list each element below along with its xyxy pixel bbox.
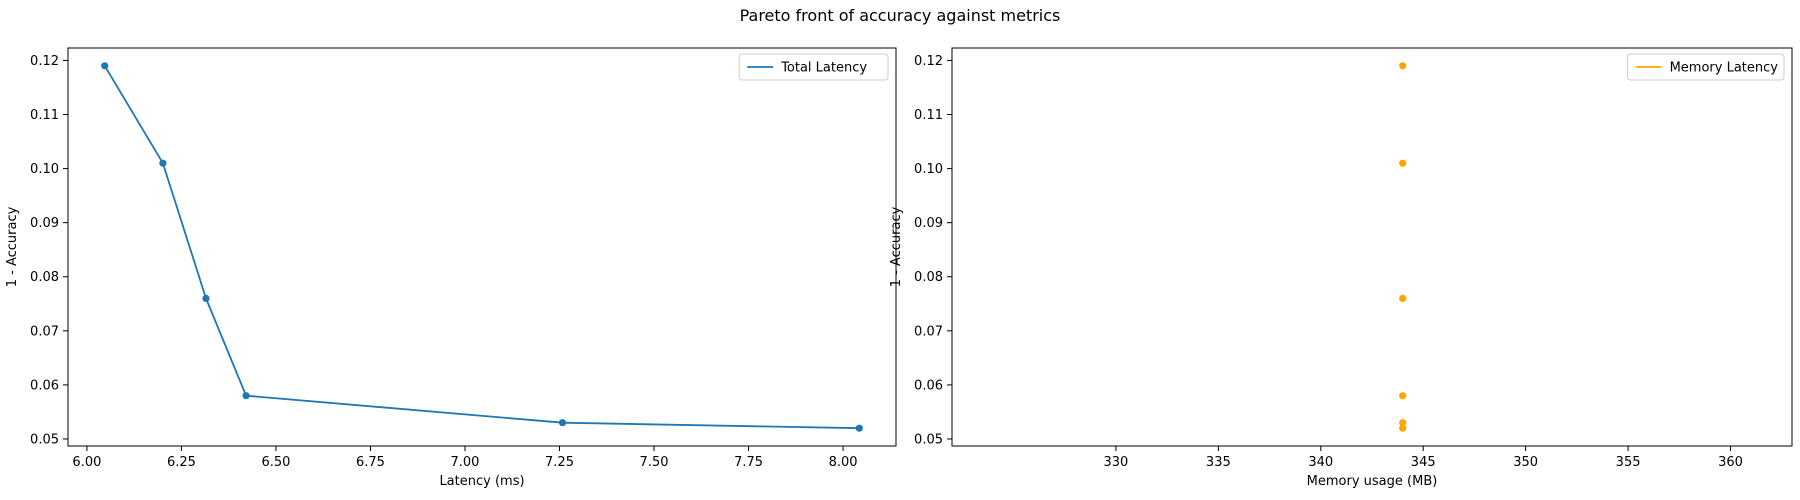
- y-tick-label: 0.07: [914, 324, 943, 339]
- y-axis-label: 1 - Accuracy: [889, 206, 904, 287]
- data-point: [159, 159, 167, 167]
- subplot-latency: 6.00 6.25 6.50 6.75 7.00 7.25 7.50 7.75 8.00 0.05…: [5, 47, 897, 489]
- data-point: [558, 419, 567, 427]
- y-tick-label: 0.05: [30, 432, 59, 447]
- legend: Total Latency: [738, 53, 889, 81]
- y-tick-label: 0.05: [914, 432, 943, 447]
- x-tick-label: 360: [1718, 455, 1743, 470]
- y-tick-label: 0.09: [914, 216, 943, 231]
- y-tick-label: 0.08: [30, 270, 59, 285]
- x-tick-label: 6.50: [261, 455, 290, 470]
- axes-frame: [67, 47, 897, 447]
- x-tick-label: 330: [1103, 455, 1128, 470]
- y-tick-label: 0.12: [30, 54, 59, 69]
- data-point: [1399, 159, 1407, 167]
- x-tick-label: 7.50: [640, 455, 669, 470]
- x-tick-label: 7.75: [734, 455, 763, 470]
- y-tick-label: 0.11: [914, 108, 943, 123]
- data-point: [1399, 62, 1407, 70]
- x-tick-label: 335: [1206, 455, 1231, 470]
- y-tick-label: 0.09: [30, 216, 59, 231]
- x-tick-label: 6.25: [167, 455, 196, 470]
- x-tick-label: 6.00: [72, 455, 101, 470]
- legend-box: [738, 53, 889, 81]
- data-point: [101, 62, 109, 70]
- data-point: [202, 294, 210, 302]
- y-tick-label: 0.12: [914, 54, 943, 69]
- x-axis-label: Memory usage (MB): [1307, 474, 1438, 489]
- data-point: [1399, 424, 1407, 432]
- y-tick-label: 0.07: [30, 324, 59, 339]
- x-tick-label: 350: [1513, 455, 1538, 470]
- x-tick-label: 355: [1616, 455, 1641, 470]
- y-tick-label: 0.10: [914, 162, 943, 177]
- y-axis-label: 1 - Accuracy: [5, 206, 20, 287]
- series-line-0: [103, 65, 860, 430]
- x-tick-label: 345: [1411, 455, 1436, 470]
- data-point: [1399, 294, 1407, 302]
- subplot-memory: 330 335 340 345 350 355 360 0.05 0.06 0.07 0.08 0.0…: [889, 47, 1793, 489]
- legend-box: [1627, 53, 1785, 81]
- legend-label: Memory Latency: [1670, 61, 1779, 76]
- x-tick-label: 340: [1308, 455, 1333, 470]
- x-tick-label: 7.25: [545, 455, 574, 470]
- data-point: [242, 392, 250, 400]
- data-point: [1399, 392, 1407, 400]
- legend-label: Total Latency: [780, 61, 867, 76]
- data-point: [1399, 419, 1407, 427]
- y-tick-label: 0.10: [30, 162, 59, 177]
- figure-title: Pareto front of accuracy against metrics: [739, 6, 1061, 25]
- y-tick-label: 0.06: [914, 378, 943, 393]
- y-tick-label: 0.08: [914, 270, 943, 285]
- y-tick-label: 0.06: [30, 378, 59, 393]
- y-tick-label: 0.11: [30, 108, 59, 123]
- x-tick-label: 8.00: [829, 455, 858, 470]
- x-tick-label: 7.00: [451, 455, 480, 470]
- legend: Memory Latency: [1627, 53, 1785, 81]
- axes-frame: [951, 47, 1793, 447]
- x-tick-label: 6.75: [356, 455, 385, 470]
- x-axis-label: Latency (ms): [439, 474, 524, 489]
- data-point: [855, 424, 863, 432]
